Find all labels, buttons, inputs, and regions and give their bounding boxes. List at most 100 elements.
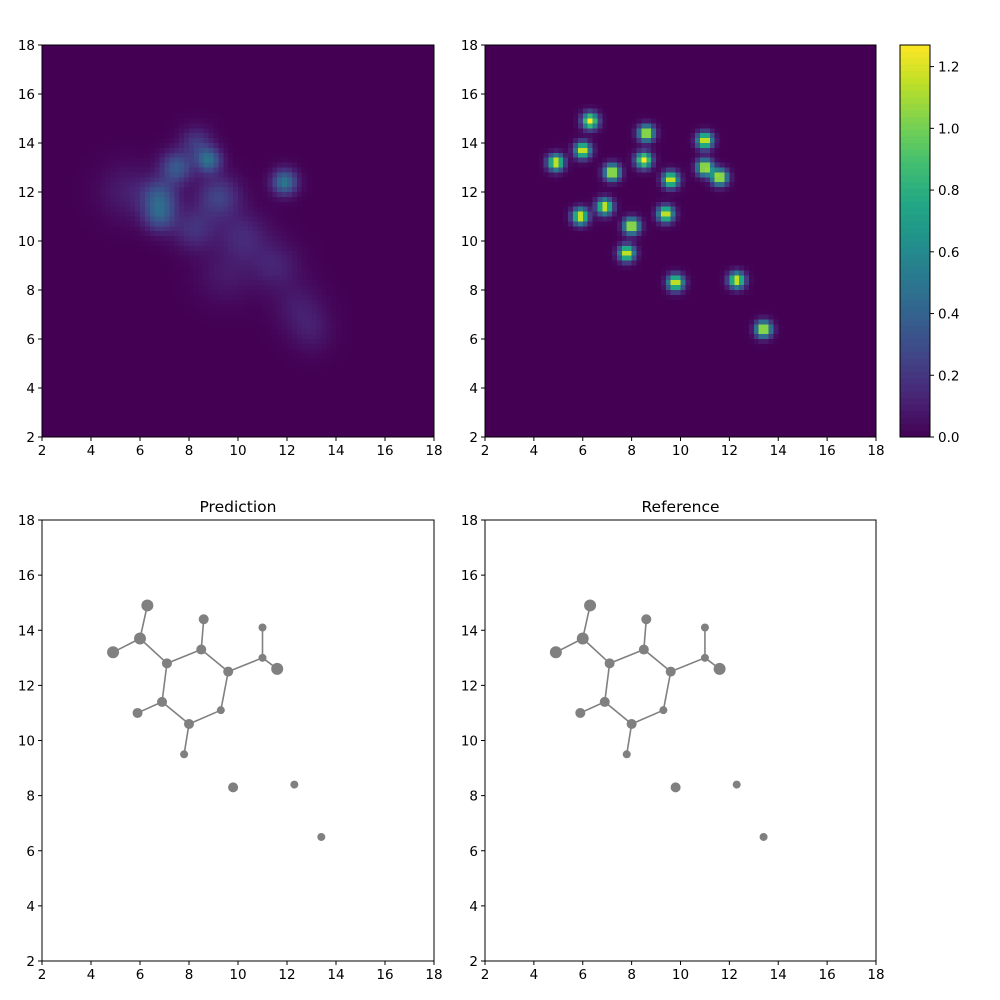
- heatmap-cell: [42, 128, 48, 134]
- heatmap-cell: [277, 138, 283, 144]
- heatmap-cell: [238, 45, 244, 51]
- heatmap-cell: [394, 255, 401, 262]
- heatmap-cell: [144, 172, 151, 178]
- heatmap-cell: [296, 64, 303, 71]
- heatmap-cell: [404, 133, 411, 139]
- heatmap-cell: [345, 294, 352, 301]
- heatmap-cell: [203, 133, 210, 139]
- heatmap-cell: [76, 123, 82, 129]
- heatmap-cell: [95, 299, 102, 306]
- heatmap-cell: [164, 133, 170, 139]
- heatmap-cell: [189, 236, 195, 242]
- heatmap-cell: [135, 54, 141, 61]
- heatmap-cell: [389, 226, 396, 232]
- heatmap-cell: [184, 285, 190, 291]
- heatmap-cell: [316, 275, 322, 281]
- heatmap-cell: [247, 324, 254, 330]
- heatmap-cell: [184, 231, 190, 237]
- heatmap-cell: [375, 319, 381, 325]
- heatmap-cell: [247, 74, 254, 80]
- heatmap-cell: [95, 147, 102, 154]
- heatmap-cell: [125, 192, 131, 198]
- heatmap-cell: [301, 265, 308, 271]
- heatmap-cell: [252, 123, 259, 129]
- heatmap-cell: [350, 192, 357, 198]
- heatmap-cell: [375, 94, 381, 100]
- heatmap-cell: [242, 211, 249, 218]
- heatmap-cell: [61, 226, 68, 232]
- heatmap-cell: [86, 138, 92, 144]
- heatmap-cell: [301, 236, 308, 242]
- heatmap-cell: [296, 49, 303, 56]
- heatmap-cell: [100, 304, 107, 311]
- heatmap-cell: [331, 260, 337, 267]
- heatmap-cell: [56, 152, 63, 159]
- heatmap-cell: [81, 334, 87, 340]
- heatmap-cell: [262, 182, 268, 188]
- heatmap-cell: [51, 187, 58, 193]
- heatmap-cell: [340, 226, 347, 232]
- heatmap-cell: [115, 133, 121, 139]
- heatmap-cell: [350, 79, 357, 85]
- heatmap-cell: [115, 196, 121, 203]
- heatmap-cell: [311, 231, 317, 237]
- heatmap-cell: [257, 192, 264, 198]
- heatmap-cell: [130, 123, 136, 129]
- heatmap-cell: [159, 319, 166, 325]
- heatmap-cell: [301, 294, 308, 301]
- heatmap-cell: [345, 54, 352, 61]
- heatmap-cell: [228, 226, 234, 232]
- heatmap-cell: [203, 128, 210, 134]
- heatmap-cell: [130, 216, 136, 222]
- heatmap-cell: [76, 64, 82, 71]
- heatmap-cell: [272, 216, 278, 222]
- heatmap-cell: [56, 339, 63, 345]
- heatmap-cell: [203, 309, 210, 316]
- heatmap-cell: [282, 182, 288, 188]
- heatmap-cell: [189, 201, 195, 208]
- heatmap-cell: [120, 290, 126, 296]
- heatmap-cell: [81, 123, 87, 129]
- heatmap-cell: [262, 177, 268, 183]
- heatmap-cell: [336, 192, 342, 198]
- heatmap-cell: [394, 79, 401, 85]
- heatmap-cell: [66, 309, 72, 316]
- heatmap-cell: [110, 118, 117, 124]
- heatmap-cell: [375, 84, 381, 90]
- heatmap-cell: [91, 123, 97, 129]
- heatmap-cell: [184, 309, 190, 316]
- heatmap-cell: [409, 133, 415, 139]
- heatmap-cell: [267, 255, 273, 262]
- heatmap-cell: [213, 69, 219, 75]
- heatmap-cell: [296, 74, 303, 80]
- heatmap-cell: [71, 162, 77, 169]
- heatmap-cell: [100, 343, 107, 350]
- heatmap-cell: [267, 250, 273, 257]
- heatmap-cell: [203, 172, 210, 178]
- heatmap-cell: [198, 182, 205, 188]
- heatmap-cell: [321, 45, 327, 51]
- heatmap-cell: [242, 285, 249, 291]
- heatmap-cell: [252, 339, 259, 345]
- heatmap-cell: [385, 94, 391, 100]
- heatmap-cell: [66, 250, 72, 257]
- heatmap-cell: [394, 123, 401, 129]
- heatmap-cell: [144, 245, 151, 252]
- heatmap-cell: [296, 103, 303, 110]
- heatmap-cell: [120, 241, 126, 247]
- heatmap-cell: [164, 206, 170, 213]
- heatmap-cell: [51, 49, 58, 56]
- heatmap-cell: [409, 245, 415, 252]
- heatmap-cell: [228, 290, 234, 296]
- heatmap-cell: [385, 270, 391, 276]
- heatmap-cell: [125, 294, 131, 301]
- heatmap-cell: [389, 64, 396, 71]
- heatmap-cell: [355, 290, 362, 296]
- heatmap-cell: [419, 226, 425, 232]
- heatmap-cell: [208, 216, 215, 222]
- heatmap-cell: [95, 64, 102, 71]
- heatmap-cell: [414, 339, 420, 345]
- heatmap-cell: [189, 348, 195, 355]
- heatmap-cell: [193, 231, 200, 237]
- heatmap-cell: [159, 206, 166, 213]
